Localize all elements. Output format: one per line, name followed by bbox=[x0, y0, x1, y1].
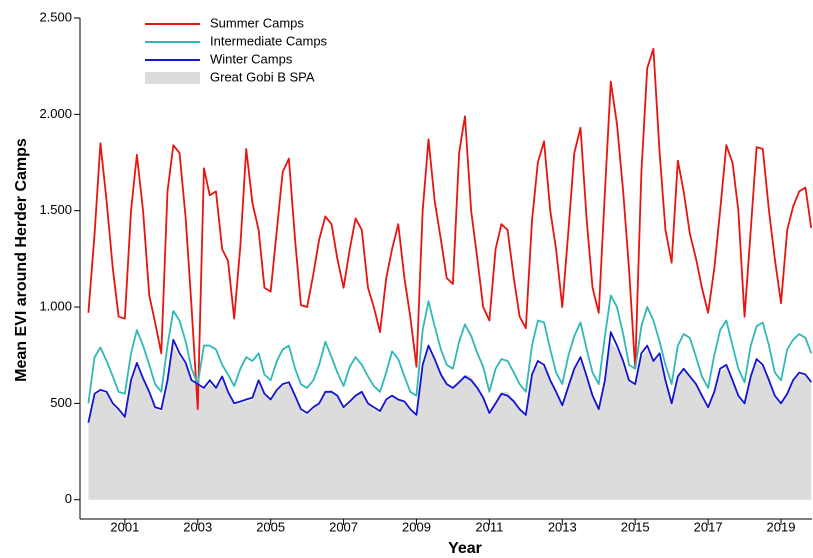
legend-label: Intermediate Camps bbox=[210, 33, 328, 48]
y-tick-label: 1.500 bbox=[39, 202, 72, 217]
y-tick-label: 0 bbox=[65, 491, 72, 506]
x-tick-label: 2007 bbox=[329, 519, 358, 534]
y-tick-label: 2.500 bbox=[39, 9, 72, 24]
legend-swatch bbox=[145, 72, 200, 84]
x-tick-label: 2003 bbox=[183, 519, 212, 534]
line bbox=[87, 331, 812, 423]
legend-label: Great Gobi B SPA bbox=[210, 69, 315, 84]
x-axis-title: Year bbox=[448, 540, 482, 557]
x-tick-label: 2015 bbox=[621, 519, 650, 534]
y-tick-label: 2.000 bbox=[39, 106, 72, 121]
x-tick-label: 2019 bbox=[767, 519, 796, 534]
x-tick-label: 2013 bbox=[548, 519, 577, 534]
x-tick-label: 2011 bbox=[475, 519, 503, 534]
y-tick-label: 500 bbox=[50, 395, 72, 410]
x-tick-label: 2017 bbox=[694, 519, 723, 534]
x-tick-label: 2001 bbox=[110, 519, 139, 534]
x-tick-label: 2005 bbox=[256, 519, 285, 534]
area bbox=[88, 341, 812, 500]
line bbox=[87, 47, 813, 411]
y-axis-title: Mean EVI around Herder Camps bbox=[13, 138, 30, 382]
x-tick-label: 2009 bbox=[402, 519, 431, 534]
legend-label: Winter Camps bbox=[210, 51, 293, 66]
y-tick-label: 1.000 bbox=[39, 298, 72, 313]
legend-label: Summer Camps bbox=[210, 15, 304, 30]
line bbox=[87, 294, 813, 404]
